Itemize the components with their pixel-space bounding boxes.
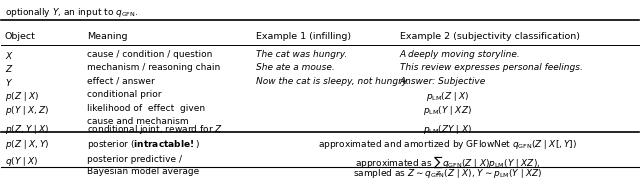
Text: $q(Y \mid X)$: $q(Y \mid X)$ (4, 155, 38, 168)
Text: $p(Z \mid X, Y)$: $p(Z \mid X, Y)$ (4, 138, 49, 151)
Text: likelihood of  effect  given: likelihood of effect given (88, 104, 205, 113)
Text: posterior ($\mathbf{intractable!}$): posterior ($\mathbf{intractable!}$) (88, 138, 200, 151)
Text: Bayesian model average: Bayesian model average (88, 167, 200, 176)
Text: $Z$: $Z$ (4, 63, 13, 74)
Text: Meaning: Meaning (88, 31, 128, 41)
Text: $p_\mathrm{LM}(Y \mid XZ)$: $p_\mathrm{LM}(Y \mid XZ)$ (423, 104, 472, 117)
Text: Example 2 (subjectivity classification): Example 2 (subjectivity classification) (399, 31, 580, 41)
Text: cause and mechanism: cause and mechanism (88, 117, 189, 126)
Text: conditional joint, reward for $Z$: conditional joint, reward for $Z$ (88, 123, 223, 136)
Text: This review expresses personal feelings.: This review expresses personal feelings. (399, 63, 582, 72)
Text: $p(Z \mid X)$: $p(Z \mid X)$ (4, 90, 39, 103)
Text: conditional prior: conditional prior (88, 90, 162, 99)
Text: optionally $Y$, an input to $q_\mathrm{GFN}$.: optionally $Y$, an input to $q_\mathrm{G… (4, 6, 138, 19)
Text: Object: Object (4, 31, 35, 41)
Text: $p_\mathrm{LM}(Z \mid X)$: $p_\mathrm{LM}(Z \mid X)$ (426, 90, 469, 103)
Text: Now the cat is sleepy, not hungry.: Now the cat is sleepy, not hungry. (256, 77, 410, 86)
Text: approximated and amortized by GFlowNet $q_\mathrm{GFN}(Z \mid X[,Y])$: approximated and amortized by GFlowNet $… (318, 138, 577, 151)
Text: A deeply moving storyline.: A deeply moving storyline. (399, 50, 520, 59)
Text: Answer: Subjective: Answer: Subjective (399, 77, 486, 86)
Text: The cat was hungry.: The cat was hungry. (256, 50, 348, 59)
Text: $X$: $X$ (4, 50, 13, 61)
Text: $p_\mathrm{LM}(ZY \mid X)$: $p_\mathrm{LM}(ZY \mid X)$ (423, 123, 472, 136)
Text: approximated as $\sum_Z q_\mathrm{GFN}(Z \mid X) p_\mathrm{LM}(Y \mid XZ)$,: approximated as $\sum_Z q_\mathrm{GFN}(Z… (355, 155, 540, 178)
Text: mechanism / reasoning chain: mechanism / reasoning chain (88, 63, 221, 72)
Text: $Y$: $Y$ (4, 77, 13, 88)
Text: effect / answer: effect / answer (88, 77, 155, 86)
Text: Example 1 (infilling): Example 1 (infilling) (256, 31, 351, 41)
Text: She ate a mouse.: She ate a mouse. (256, 63, 335, 72)
Text: sampled as $Z \sim q_\mathrm{GFN}(Z \mid X)$, $Y \sim p_\mathrm{LM}(Y \mid XZ)$: sampled as $Z \sim q_\mathrm{GFN}(Z \mid… (353, 167, 542, 180)
Text: $p(Z, Y \mid X)$: $p(Z, Y \mid X)$ (4, 123, 49, 136)
Text: cause / condition / question: cause / condition / question (88, 50, 212, 59)
Text: $p(Y \mid X, Z)$: $p(Y \mid X, Z)$ (4, 104, 49, 117)
Text: posterior predictive /: posterior predictive / (88, 155, 182, 164)
